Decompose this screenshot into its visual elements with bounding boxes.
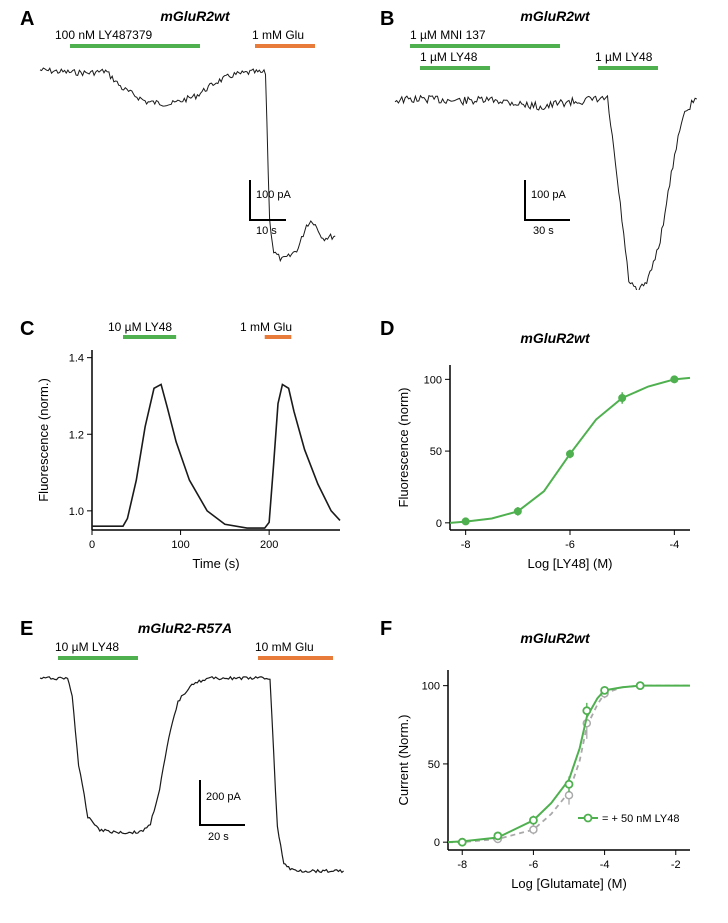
panel-e-trace: 200 pA 20 s: [30, 660, 360, 920]
panel-e-bar1-label: 10 µM LY48: [55, 640, 119, 654]
svg-text:30 s: 30 s: [533, 225, 554, 237]
svg-text:1.2: 1.2: [69, 429, 84, 441]
panel-d-label: D: [380, 318, 394, 341]
svg-text:50: 50: [430, 446, 442, 458]
panel-a-label: A: [20, 8, 34, 31]
svg-text:-6: -6: [529, 859, 539, 871]
panel-d-chart: -8 -6 -4 0 50 100 Log [LY48] (M) Fluorescence (…: [390, 340, 710, 580]
panel-a-bar1-label: 100 nM LY487379: [55, 28, 152, 42]
svg-text:Log [Glutamate] (M): Log [Glutamate] (M): [511, 876, 627, 891]
svg-text:-8: -8: [457, 859, 467, 871]
panel-c-chart: 0 100 200 1.0 1.2 1.4 Time (s) Fluorescence (no…: [30, 330, 360, 590]
svg-text:Log [LY48] (M): Log [LY48] (M): [527, 556, 612, 571]
svg-text:100 pA: 100 pA: [256, 189, 292, 201]
svg-text:Fluorescence (norm): Fluorescence (norm): [396, 388, 411, 508]
svg-text:Current (Norm.): Current (Norm.): [396, 714, 411, 805]
panel-b-barmid-label: 1 µM LY48: [420, 50, 477, 64]
panel-a-trace: 100 pA 10 s: [30, 50, 360, 280]
panel-a-bar2: [255, 44, 315, 48]
panel-c-bar1-label: 10 µM LY48: [108, 320, 172, 334]
svg-text:100: 100: [171, 539, 189, 551]
panel-b-title: mGluR2wt: [480, 8, 630, 24]
svg-text:10 s: 10 s: [256, 225, 277, 237]
svg-text:1.0: 1.0: [69, 506, 84, 518]
svg-text:Time (s): Time (s): [192, 556, 239, 571]
svg-text:100: 100: [424, 374, 442, 386]
panel-e-title: mGluR2-R57A: [110, 620, 260, 636]
panel-b-label: B: [380, 8, 394, 31]
svg-text:= + 50 nM LY48: = + 50 nM LY48: [602, 813, 679, 825]
panel-a-bar2-label: 1 mM Glu: [252, 28, 304, 42]
svg-text:0: 0: [89, 539, 95, 551]
panel-f-chart: -8 -6 -4 -2 0 50 100 Log [Glutamate] (M) Current…: [390, 640, 710, 910]
panel-e-label: E: [20, 618, 33, 641]
panel-e-bar2-label: 10 mM Glu: [255, 640, 314, 654]
svg-text:100 pA: 100 pA: [531, 189, 567, 201]
svg-text:-4: -4: [600, 859, 610, 871]
svg-text:-8: -8: [461, 539, 471, 551]
panel-b-bartop-label: 1 µM MNI 137: [410, 28, 486, 42]
panel-b-barright-label: 1 µM LY48: [595, 50, 652, 64]
svg-text:0: 0: [436, 518, 442, 530]
svg-text:200 pA: 200 pA: [206, 791, 242, 803]
panel-c-bar2-label: 1 mM Glu: [240, 320, 292, 334]
panel-f-label: F: [380, 618, 392, 641]
svg-text:-2: -2: [671, 859, 681, 871]
svg-text:-4: -4: [669, 539, 679, 551]
panel-b-bartop: [410, 44, 560, 48]
svg-text:-6: -6: [565, 539, 575, 551]
panel-a-title: mGluR2wt: [120, 8, 270, 24]
svg-text:1.4: 1.4: [69, 353, 84, 365]
svg-text:100: 100: [422, 681, 440, 693]
svg-text:0: 0: [434, 837, 440, 849]
svg-text:Fluorescence (norm.): Fluorescence (norm.): [36, 378, 51, 502]
panel-b-trace: 100 pA 30 s: [390, 70, 710, 290]
panel-a-bar1: [70, 44, 200, 48]
svg-text:20 s: 20 s: [208, 831, 229, 843]
svg-text:50: 50: [428, 759, 440, 771]
svg-text:200: 200: [260, 539, 278, 551]
